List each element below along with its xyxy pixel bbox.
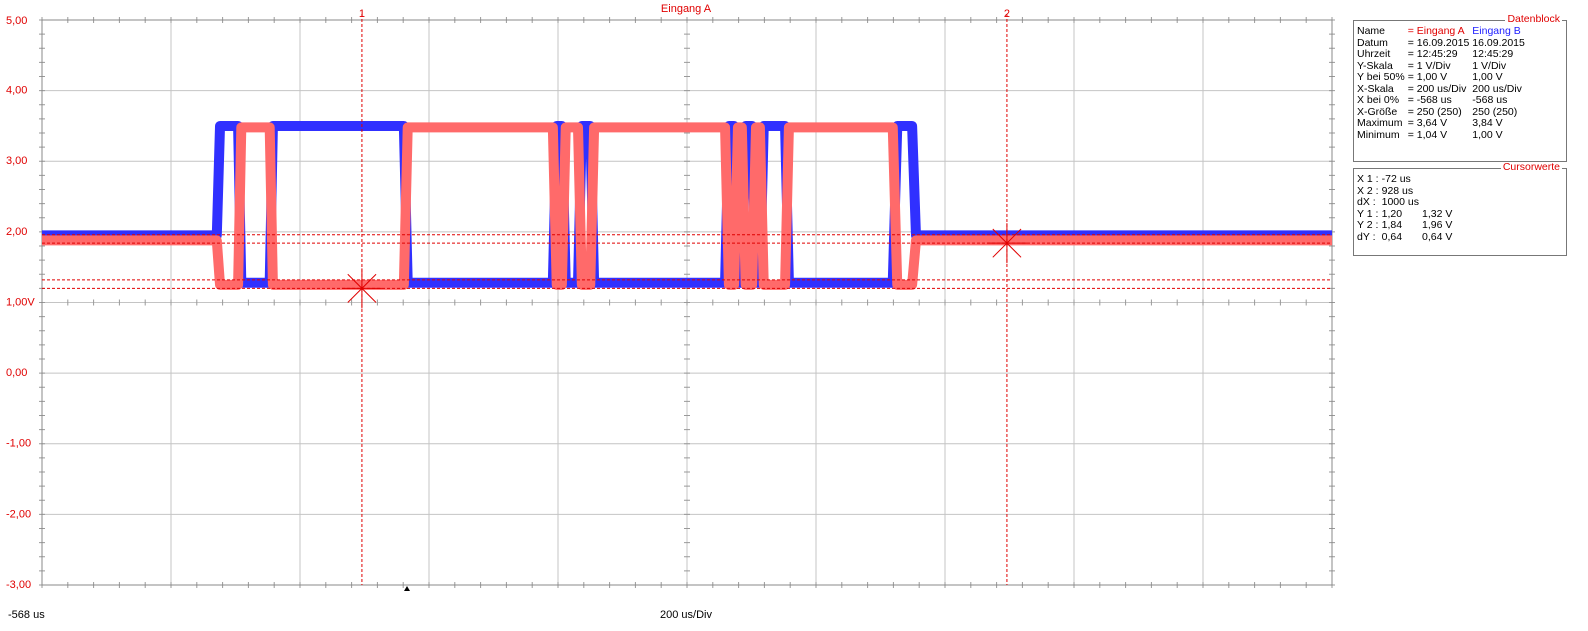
plot-frame [41,19,1333,586]
cell: 1 V/Div [1472,59,1507,72]
cell: 1,84 [1381,219,1403,231]
row: X bei 0% = -568 us -568 us [1357,94,1528,107]
cell: 1,20 [1381,207,1403,220]
cursor-cross [992,228,1022,258]
row: Datum = 16.09.2015 16.09.2015 [1357,36,1528,50]
cell: Minimum [1357,128,1400,141]
cell: 1,00 V [1472,128,1503,141]
cell: 16.09.2015 [1472,36,1525,49]
row: Y 2 :1,84 1,96 V [1357,219,1455,232]
cell: = Eingang A [1407,25,1465,37]
cell: Name [1357,25,1386,37]
scope-chart: Eingang A -568 us 200 us/Div 5,00 4,00 3,0… [6,3,1335,621]
panel-title: Datenblock [1505,13,1562,26]
row: dX : 1000 us [1357,196,1455,209]
cursor-label: 1 [359,8,365,20]
y-tick-label: 4,00 [6,85,27,97]
row: Y bei 50% = 1,00 V 1,00 V [1357,71,1528,84]
cell: 12:45:29 [1472,48,1514,60]
row: X 2 :928 us [1357,184,1455,198]
cell: 1,96 V [1421,219,1453,231]
y-tick-label: -1,00 [6,438,31,450]
cell: X-Skala [1357,82,1394,95]
cell: = 16.09.2015 [1407,36,1470,49]
cell: Y 1 : [1357,207,1379,220]
cell: Y-Skala [1357,59,1393,72]
cell: 1,32 V [1421,207,1453,220]
cell: = 200 us/Div [1407,82,1467,95]
cell: Y 2 : [1357,219,1379,231]
cell: = 3,64 V [1407,117,1448,129]
y-tick-label: 3,00 [6,155,27,167]
cell: Eingang B [1472,25,1521,37]
row: Minimum = 1,04 V 1,00 V [1357,128,1528,142]
cell: Maximum [1357,117,1403,129]
cell: 1,00 V [1472,71,1503,83]
cell: -72 us [1381,173,1411,185]
cursor-cross [347,273,377,303]
row: dY : 0,64 0,64 V [1357,230,1455,244]
cell: = 1 V/Div [1407,59,1451,72]
cell: X-Größe [1357,105,1398,118]
cell: Datum [1357,36,1388,49]
y-tick-label: 5,00 [6,15,27,27]
cell: 250 (250) [1472,105,1518,118]
row: Y 1 :1,20 1,32 V [1357,207,1455,221]
row: X 1 : -72 us [1357,173,1455,186]
cell [1422,174,1455,186]
cell [1422,186,1455,198]
trigger-marker [404,586,410,591]
datenblock-panel: Datenblock Name = Eingang A Eingang B Datum… [1353,13,1567,162]
row: Maximum = 3,64 V 3,84 V [1357,117,1528,130]
cell: = 12:45:29 [1407,48,1458,60]
y-tick-label: 2,00 [6,226,27,238]
cursorwerte-panel: Cursorwerte X 1 : -72 us X 2 :928 us dX :10… [1353,161,1567,256]
row: Uhrzeit = 12:45:29 12:45:29 [1357,48,1528,61]
chart-title: Eingang A [661,3,712,15]
cell: = 250 (250) [1407,105,1462,118]
cell: = 1,04 V [1407,128,1448,141]
row: X-Größe = 250 (250) 250 (250) [1357,105,1528,119]
row: Y-Skala = 1 V/Div 1 V/Div [1357,59,1528,73]
cursorwerte-table: X 1 : -72 us X 2 :928 us dX :1000 us Y 1 :1,… [1357,173,1455,244]
cell: 1000 us [1381,196,1419,208]
datenblock-table: Name = Eingang A Eingang B Datum = 16.09.201… [1357,25,1528,142]
trace [42,122,1332,290]
cell: = -568 us [1407,94,1452,106]
y-tick-label: 0,00 [6,367,27,379]
cell: dY : [1357,230,1376,243]
x-scale-label: 200 us/Div [660,609,712,621]
cursor-label: 2 [1004,8,1010,20]
y-tick-label: 1,00V [6,296,35,308]
y-tick-label: -2,00 [6,508,31,520]
cell: X bei 0% [1357,94,1400,106]
cell: 0,64 V [1421,230,1453,243]
cell [1422,197,1455,209]
cell: -568 us [1472,94,1508,106]
row: X-Skala = 200 us/Div 200 us/Div [1357,82,1528,96]
x-start-label: -568 us [8,609,45,621]
cell: dX : [1357,196,1376,208]
cell: X 2 : [1357,184,1379,197]
cell: Y bei 50% [1357,71,1405,83]
cell: Uhrzeit [1357,48,1391,60]
panel-title: Cursorwerte [1500,161,1562,174]
cell: 200 us/Div [1472,82,1522,95]
cell: 3,84 V [1472,117,1503,129]
cell: 928 us [1381,184,1414,197]
cell: 0,64 [1381,230,1403,243]
cell: = 1,00 V [1407,71,1448,83]
row: Name = Eingang A Eingang B [1357,25,1528,38]
cell: X 1 : [1357,173,1379,185]
y-tick-label: -3,00 [6,579,31,591]
